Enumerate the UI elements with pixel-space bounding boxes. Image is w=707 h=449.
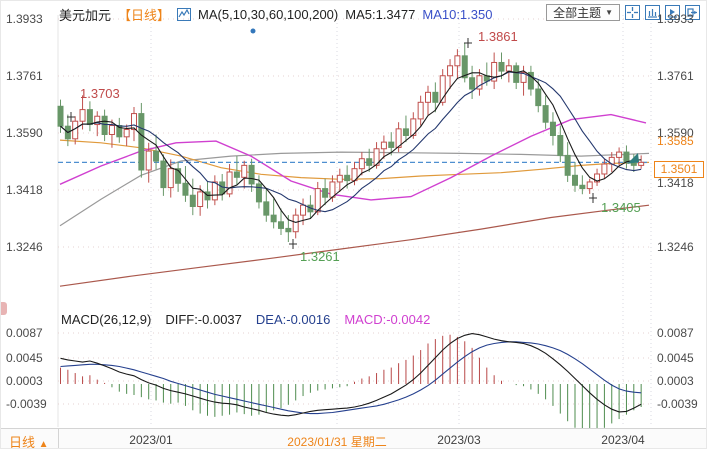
annotation-high-early: 1.3703 xyxy=(80,86,120,101)
pan-right-icon[interactable] xyxy=(685,5,700,20)
period-selector[interactable]: 日线 ▲ xyxy=(9,432,49,449)
annotation-low-main: 1.3261 xyxy=(300,249,340,264)
annotation-low-recent: 1.3405 xyxy=(601,200,641,215)
macd-axis-label: 0.0003 xyxy=(657,374,694,388)
period-label: 日线 xyxy=(9,435,36,449)
price-axis-label: 1.3246 xyxy=(657,240,694,254)
ma-settings-label[interactable]: MA(5,10,30,60,100,200) xyxy=(198,6,339,22)
bottom-bar-divider xyxy=(58,429,59,448)
bottom-bar: 日线 ▲ xyxy=(1,428,706,449)
macd-axis-label: 0.0087 xyxy=(6,326,43,340)
ma10-value: MA10:1.350 xyxy=(422,6,493,22)
price-axis-label: 1.3590 xyxy=(657,126,694,140)
price-axis-label: 1.3246 xyxy=(6,240,43,254)
price-axis-label: 1.3590 xyxy=(6,126,43,140)
macd-dea-value: DEA:-0.0016 xyxy=(255,312,331,327)
candles-layer xyxy=(57,42,645,243)
theme-select-button[interactable]: 全部主题 ▼ xyxy=(546,4,620,21)
chevron-down-icon: ▼ xyxy=(605,8,613,17)
last-price-marker: 1.3501 xyxy=(654,161,704,178)
macd-axis-label: -0.0039 xyxy=(657,397,698,411)
region-stats-icon[interactable] xyxy=(645,5,660,20)
symbol-name[interactable]: 美元加元 xyxy=(59,7,112,23)
x-axis-label-selected: 2023/01/31 星期二 xyxy=(287,435,387,449)
period-tag: 【日线】 xyxy=(118,7,171,23)
markers-layer xyxy=(67,28,639,249)
x-axis-label: 2023/01 xyxy=(129,433,173,447)
macd-axis-label: 0.0087 xyxy=(657,326,694,340)
price-axis-label: 1.3933 xyxy=(6,12,43,26)
price-axis-label: 1.3418 xyxy=(657,176,694,190)
macd-title[interactable]: MACD(26,12,9) xyxy=(61,312,152,327)
macd-axis-label: 0.0003 xyxy=(6,374,43,388)
price-axis-label: 1.3933 xyxy=(657,12,694,26)
macd-layer xyxy=(60,333,642,435)
price-axis-label: 1.3761 xyxy=(6,69,43,83)
macd-axis-label: 0.0045 xyxy=(657,351,694,365)
gridlines-layer xyxy=(57,15,652,427)
annotation-high-main: 1.3861 xyxy=(478,29,518,44)
fast-ma-layer xyxy=(60,70,642,223)
crosshair-icon[interactable] xyxy=(625,5,640,20)
indicator-icon[interactable] xyxy=(177,7,192,21)
macd-axis-label: -0.0039 xyxy=(6,397,47,411)
top-bar: 美元加元 【日线】 MA(5,10,30,60,100,200) MA5:1.3… xyxy=(1,1,706,27)
panel-resize-handle[interactable] xyxy=(1,302,7,315)
macd-macd-value: MACD:-0.0042 xyxy=(344,312,431,327)
x-axis-label: 2023/03 xyxy=(437,433,481,447)
price-axis-label: 1.3761 xyxy=(657,69,694,83)
price-axis-label: 1.3418 xyxy=(6,183,43,197)
zoom-in-icon[interactable] xyxy=(665,5,680,20)
theme-button-label: 全部主题 xyxy=(553,6,602,20)
macd-legend: MACD(26,12,9) DIFF:-0.0037 DEA:-0.0016 M… xyxy=(61,312,430,327)
ma-value-marker: 1.3585 xyxy=(657,134,694,148)
x-axis-label: 2023/04 xyxy=(601,433,645,447)
macd-diff-value: DIFF:-0.0037 xyxy=(165,312,242,327)
triangle-up-icon: ▲ xyxy=(38,439,49,449)
macd-axis-label: 0.0045 xyxy=(6,351,43,365)
ma5-value: MA5:1.3477 xyxy=(345,6,416,22)
